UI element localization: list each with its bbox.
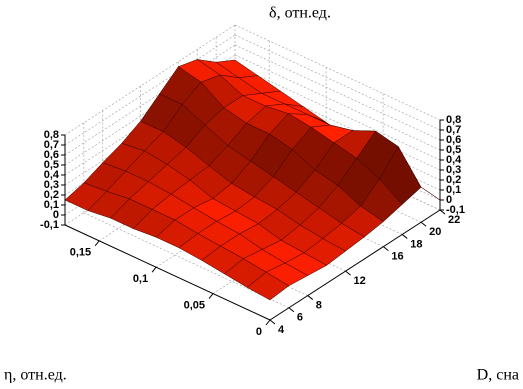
y-tick-label: 12	[354, 275, 366, 287]
y-tick	[288, 307, 295, 313]
z-tick-label: 0,3	[44, 179, 59, 191]
z-tick-label: 0,8	[44, 129, 59, 141]
y-tick	[420, 221, 427, 227]
z-tick-label: 0,2	[446, 174, 461, 186]
z-tick-label: -0,1	[40, 219, 59, 231]
grid-line	[64, 34, 236, 146]
x-tick-label: 0,05	[184, 300, 205, 312]
z-tick-label: 0,7	[44, 139, 59, 151]
y-tick-label: 20	[429, 226, 441, 238]
x-axis-label: η, отн.ед.	[4, 367, 67, 384]
grid-line	[83, 212, 290, 309]
z-tick-label: 0,6	[44, 149, 59, 161]
z-tick-label: 0	[53, 209, 59, 221]
y-tick-label: 6	[297, 312, 303, 324]
surface-patch	[246, 271, 290, 301]
x-tick	[265, 319, 271, 326]
y-tick	[345, 270, 351, 276]
y-tick-label: 18	[410, 238, 422, 250]
axis-line	[269, 209, 441, 321]
x-tick	[208, 293, 214, 299]
y-tick	[307, 295, 314, 300]
z-tick-label: 0,2	[44, 189, 59, 201]
z-tick-label: 0,4	[446, 154, 462, 166]
z-tick-label: 0,4	[44, 169, 60, 181]
y-tick	[439, 209, 446, 215]
y-tick-label: 4	[278, 324, 285, 336]
z-tick-label: 0,1	[44, 199, 59, 211]
x-tick	[94, 240, 100, 247]
z-tick-label: 0,1	[446, 184, 461, 196]
grid-line	[234, 34, 441, 131]
y-tick	[269, 319, 276, 325]
axis-line	[64, 224, 271, 321]
z-tick-label: 0,5	[44, 159, 59, 171]
x-tick-label: 0,15	[70, 247, 91, 259]
z-tick-label: 0,7	[446, 124, 461, 136]
z-tick-label: 0,5	[446, 144, 461, 156]
x-tick-label: 0	[256, 326, 262, 338]
y-tick-label: 22	[448, 214, 460, 226]
z-tick-label: -0,1	[446, 204, 465, 216]
z-tick-label: 0,3	[446, 164, 461, 176]
z-tick-label: 0,6	[446, 134, 461, 146]
z-tick-label: 0,8	[446, 114, 461, 126]
grid-line	[64, 24, 236, 136]
x-tick-label: 0,1	[133, 273, 148, 285]
x-tick	[151, 266, 157, 273]
chart-title: δ, отн.ед.	[269, 5, 331, 22]
y-tick	[401, 234, 408, 239]
y-tick	[383, 246, 389, 252]
y-tick-label: 16	[391, 251, 403, 263]
grid-line	[234, 54, 441, 151]
z-tick-label: 0	[446, 194, 452, 206]
y-axis-label: D, сна	[477, 367, 519, 384]
y-tick-label: 8	[316, 299, 322, 311]
